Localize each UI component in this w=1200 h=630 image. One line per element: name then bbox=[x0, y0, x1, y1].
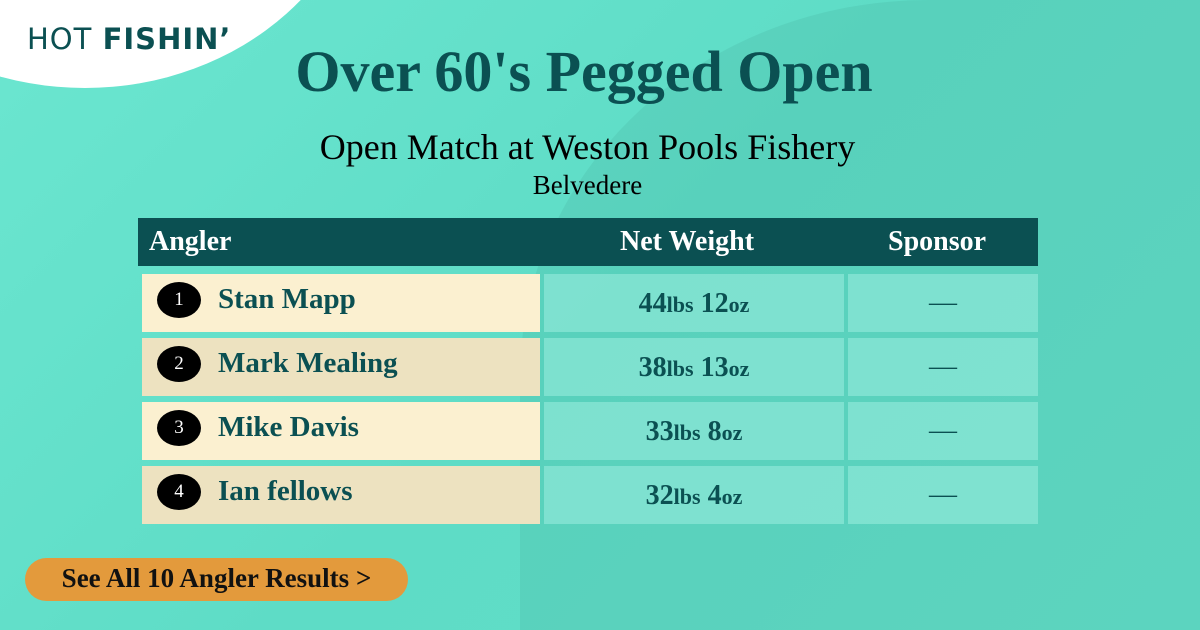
table-header: Angler Net Weight Sponsor bbox=[138, 218, 1038, 266]
rank-badge: 2 bbox=[157, 346, 201, 382]
angler-cell: 4 Ian fellows bbox=[142, 466, 540, 524]
chevron-right-icon: > bbox=[355, 563, 372, 593]
sponsor-cell: — bbox=[848, 402, 1038, 460]
unit-lbs: lbs bbox=[673, 484, 701, 509]
weight-lbs: 44 bbox=[638, 288, 667, 319]
header-net-weight: Net Weight bbox=[620, 226, 755, 257]
sponsor-cell: — bbox=[848, 274, 1038, 332]
angler-cell: 1 Stan Mapp bbox=[142, 274, 540, 332]
sponsor-cell: — bbox=[848, 338, 1038, 396]
unit-oz: oz bbox=[728, 356, 750, 381]
net-weight-cell: 38lbs 13oz bbox=[544, 338, 844, 396]
weight-lbs: 33 bbox=[645, 416, 674, 447]
angler-name: Mike Davis bbox=[218, 411, 359, 443]
weight-lbs: 32 bbox=[645, 480, 674, 511]
net-weight-cell: 33lbs 8oz bbox=[544, 402, 844, 460]
logo: HOT FISHIN’ bbox=[27, 22, 232, 56]
angler-name: Ian fellows bbox=[218, 475, 353, 507]
unit-oz: oz bbox=[721, 420, 743, 445]
angler-name: Mark Mealing bbox=[218, 347, 398, 379]
table-row: 3 Mike Davis 33lbs 8oz — bbox=[138, 402, 1038, 460]
sponsor-cell: — bbox=[848, 466, 1038, 524]
table-row: 1 Stan Mapp 44lbs 12oz — bbox=[138, 274, 1038, 332]
weight-oz: 12 bbox=[700, 288, 729, 319]
header-angler: Angler bbox=[149, 226, 232, 257]
logo-backdrop bbox=[0, 0, 301, 88]
net-weight-cell: 32lbs 4oz bbox=[544, 466, 844, 524]
weight-lbs: 38 bbox=[638, 352, 667, 383]
unit-lbs: lbs bbox=[666, 356, 694, 381]
table-row: 2 Mark Mealing 38lbs 13oz — bbox=[138, 338, 1038, 396]
angler-cell: 2 Mark Mealing bbox=[142, 338, 540, 396]
weight-oz: 8 bbox=[707, 416, 722, 447]
button-label: See All 10 Angler Results bbox=[61, 563, 350, 593]
rank-badge: 1 bbox=[157, 282, 201, 318]
angler-cell: 3 Mike Davis bbox=[142, 402, 540, 460]
net-weight-cell: 44lbs 12oz bbox=[544, 274, 844, 332]
subtitle: Open Match at Weston Pools Fishery bbox=[319, 127, 856, 167]
weight-oz: 13 bbox=[700, 352, 729, 383]
see-all-results-button[interactable]: See All 10 Angler Results > bbox=[25, 558, 408, 601]
table-row: 4 Ian fellows 32lbs 4oz — bbox=[138, 466, 1038, 524]
header-sponsor: Sponsor bbox=[888, 226, 987, 257]
unit-lbs: lbs bbox=[666, 292, 694, 317]
unit-lbs: lbs bbox=[673, 420, 701, 445]
unit-oz: oz bbox=[721, 484, 743, 509]
unit-oz: oz bbox=[728, 292, 750, 317]
rank-badge: 3 bbox=[157, 410, 201, 446]
location: Belvedere bbox=[532, 170, 643, 200]
page-title: Over 60's Pegged Open bbox=[295, 39, 873, 104]
rank-badge: 4 bbox=[157, 474, 201, 510]
weight-oz: 4 bbox=[707, 480, 722, 511]
angler-name: Stan Mapp bbox=[218, 283, 356, 315]
